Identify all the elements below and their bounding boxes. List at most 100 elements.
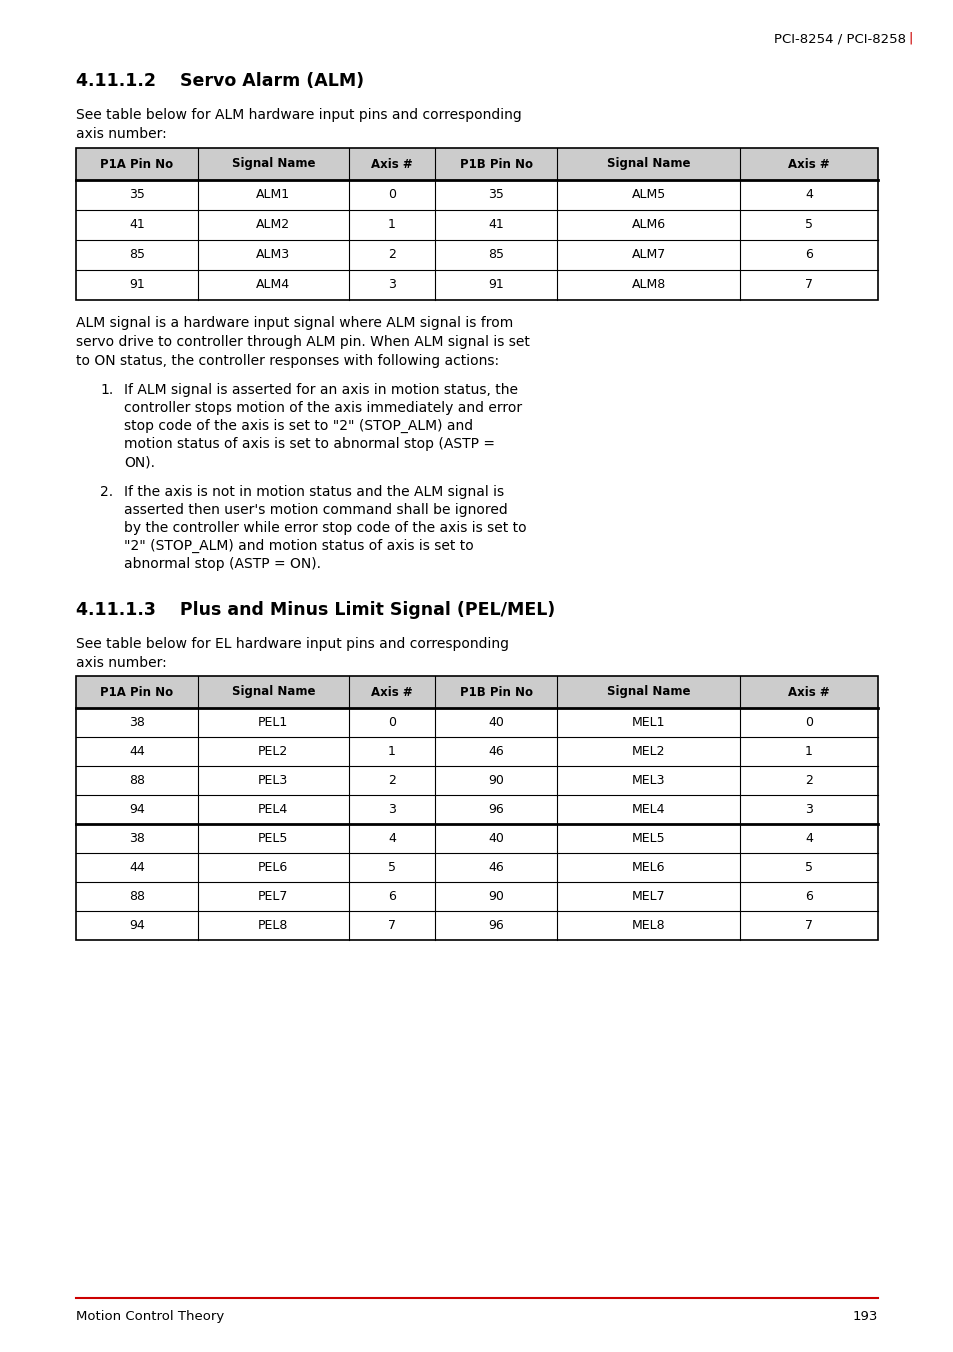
Text: stop code of the axis is set to "2" (STOP_ALM) and: stop code of the axis is set to "2" (STO… bbox=[124, 419, 473, 433]
Text: 3: 3 bbox=[388, 279, 395, 292]
Text: 38: 38 bbox=[129, 831, 145, 845]
Text: 35: 35 bbox=[488, 188, 503, 201]
Text: PEL8: PEL8 bbox=[258, 919, 288, 932]
Text: axis number:: axis number: bbox=[76, 656, 167, 671]
Text: 6: 6 bbox=[388, 890, 395, 903]
Bar bbox=[76, 676, 877, 940]
Bar bbox=[76, 676, 877, 708]
Text: Motion Control Theory: Motion Control Theory bbox=[76, 1310, 224, 1324]
Text: ON).: ON). bbox=[124, 456, 154, 469]
Text: 2: 2 bbox=[804, 773, 812, 787]
Text: 96: 96 bbox=[488, 919, 503, 932]
Text: MEL1: MEL1 bbox=[631, 717, 664, 729]
Text: ALM2: ALM2 bbox=[256, 219, 290, 231]
Text: 7: 7 bbox=[804, 919, 812, 932]
Text: 1.: 1. bbox=[100, 383, 113, 397]
Text: controller stops motion of the axis immediately and error: controller stops motion of the axis imme… bbox=[124, 402, 521, 415]
Text: abnormal stop (ASTP = ON).: abnormal stop (ASTP = ON). bbox=[124, 557, 320, 571]
Text: 6: 6 bbox=[804, 249, 812, 261]
Text: PEL5: PEL5 bbox=[258, 831, 288, 845]
Text: to ON status, the controller responses with following actions:: to ON status, the controller responses w… bbox=[76, 354, 498, 368]
Text: ALM3: ALM3 bbox=[256, 249, 290, 261]
Text: See table below for ALM hardware input pins and corresponding: See table below for ALM hardware input p… bbox=[76, 108, 521, 122]
Text: 1: 1 bbox=[388, 219, 395, 231]
Text: MEL6: MEL6 bbox=[631, 861, 664, 873]
Text: 88: 88 bbox=[129, 890, 145, 903]
Text: 40: 40 bbox=[488, 831, 503, 845]
Text: "2" (STOP_ALM) and motion status of axis is set to: "2" (STOP_ALM) and motion status of axis… bbox=[124, 539, 474, 553]
Text: 91: 91 bbox=[488, 279, 503, 292]
Text: 85: 85 bbox=[129, 249, 145, 261]
Text: ALM6: ALM6 bbox=[631, 219, 665, 231]
Text: 41: 41 bbox=[488, 219, 503, 231]
Text: |: | bbox=[907, 32, 911, 45]
Text: servo drive to controller through ALM pin. When ALM signal is set: servo drive to controller through ALM pi… bbox=[76, 335, 529, 349]
Text: MEL4: MEL4 bbox=[631, 803, 664, 817]
Text: 41: 41 bbox=[129, 219, 145, 231]
Text: 94: 94 bbox=[129, 803, 145, 817]
Text: MEL5: MEL5 bbox=[631, 831, 665, 845]
Text: MEL3: MEL3 bbox=[631, 773, 664, 787]
Text: 2.: 2. bbox=[100, 485, 113, 499]
Text: P1B Pin No: P1B Pin No bbox=[459, 685, 532, 699]
Text: 46: 46 bbox=[488, 745, 503, 758]
Text: ALM7: ALM7 bbox=[631, 249, 665, 261]
Text: Signal Name: Signal Name bbox=[606, 157, 690, 170]
Text: ALM5: ALM5 bbox=[631, 188, 665, 201]
Text: 4.11.1.2    Servo Alarm (ALM): 4.11.1.2 Servo Alarm (ALM) bbox=[76, 72, 364, 91]
Text: 2: 2 bbox=[388, 773, 395, 787]
Text: 96: 96 bbox=[488, 803, 503, 817]
Bar bbox=[76, 147, 877, 180]
Text: 7: 7 bbox=[388, 919, 395, 932]
Text: asserted then user's motion command shall be ignored: asserted then user's motion command shal… bbox=[124, 503, 507, 516]
Text: by the controller while error stop code of the axis is set to: by the controller while error stop code … bbox=[124, 521, 526, 535]
Text: PCI-8254 / PCI-8258: PCI-8254 / PCI-8258 bbox=[773, 32, 905, 45]
Text: PEL4: PEL4 bbox=[258, 803, 288, 817]
Text: MEL2: MEL2 bbox=[631, 745, 664, 758]
Text: ALM4: ALM4 bbox=[256, 279, 290, 292]
Text: ALM signal is a hardware input signal where ALM signal is from: ALM signal is a hardware input signal wh… bbox=[76, 316, 513, 330]
Text: PEL1: PEL1 bbox=[258, 717, 288, 729]
Text: MEL8: MEL8 bbox=[631, 919, 665, 932]
Text: 5: 5 bbox=[388, 861, 395, 873]
Text: 4.11.1.3    Plus and Minus Limit Signal (PEL/MEL): 4.11.1.3 Plus and Minus Limit Signal (PE… bbox=[76, 602, 555, 619]
Text: PEL2: PEL2 bbox=[258, 745, 288, 758]
Text: 85: 85 bbox=[488, 249, 504, 261]
Text: Axis #: Axis # bbox=[787, 685, 829, 699]
Text: Axis #: Axis # bbox=[371, 157, 413, 170]
Text: Signal Name: Signal Name bbox=[232, 685, 314, 699]
Text: 90: 90 bbox=[488, 773, 503, 787]
Text: 46: 46 bbox=[488, 861, 503, 873]
Text: 1: 1 bbox=[804, 745, 812, 758]
Text: 2: 2 bbox=[388, 249, 395, 261]
Text: P1A Pin No: P1A Pin No bbox=[100, 685, 173, 699]
Text: Axis #: Axis # bbox=[787, 157, 829, 170]
Text: 0: 0 bbox=[388, 188, 395, 201]
Text: P1B Pin No: P1B Pin No bbox=[459, 157, 532, 170]
Text: 0: 0 bbox=[388, 717, 395, 729]
Text: P1A Pin No: P1A Pin No bbox=[100, 157, 173, 170]
Text: PEL3: PEL3 bbox=[258, 773, 288, 787]
Text: 88: 88 bbox=[129, 773, 145, 787]
Text: 38: 38 bbox=[129, 717, 145, 729]
Text: 7: 7 bbox=[804, 279, 812, 292]
Text: 44: 44 bbox=[129, 861, 145, 873]
Text: 6: 6 bbox=[804, 890, 812, 903]
Text: motion status of axis is set to abnormal stop (ASTP =: motion status of axis is set to abnormal… bbox=[124, 437, 495, 452]
Text: If ALM signal is asserted for an axis in motion status, the: If ALM signal is asserted for an axis in… bbox=[124, 383, 517, 397]
Text: 1: 1 bbox=[388, 745, 395, 758]
Text: 4: 4 bbox=[804, 188, 812, 201]
Text: Axis #: Axis # bbox=[371, 685, 413, 699]
Text: 90: 90 bbox=[488, 890, 503, 903]
Text: Signal Name: Signal Name bbox=[232, 157, 314, 170]
Text: 44: 44 bbox=[129, 745, 145, 758]
Text: 5: 5 bbox=[804, 219, 812, 231]
Text: MEL7: MEL7 bbox=[631, 890, 665, 903]
Text: 91: 91 bbox=[129, 279, 145, 292]
Text: ALM1: ALM1 bbox=[256, 188, 290, 201]
Text: See table below for EL hardware input pins and corresponding: See table below for EL hardware input pi… bbox=[76, 637, 509, 652]
Text: PEL7: PEL7 bbox=[258, 890, 288, 903]
Text: 4: 4 bbox=[388, 831, 395, 845]
Text: axis number:: axis number: bbox=[76, 127, 167, 141]
Text: 4: 4 bbox=[804, 831, 812, 845]
